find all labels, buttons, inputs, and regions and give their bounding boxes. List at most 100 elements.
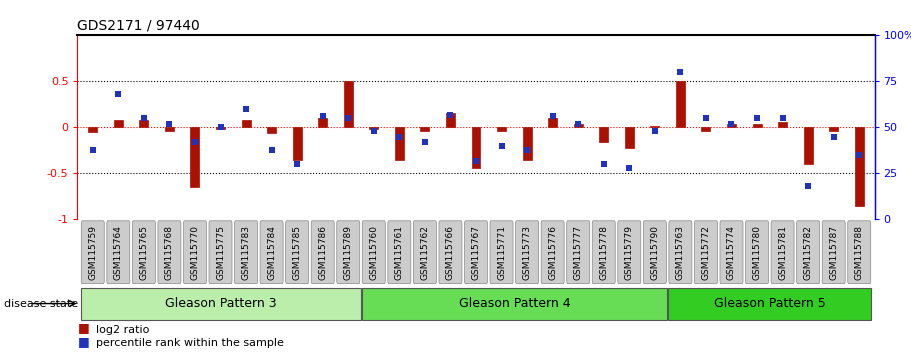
- Bar: [114, 120, 123, 127]
- Text: GSM115774: GSM115774: [727, 225, 736, 280]
- FancyBboxPatch shape: [183, 221, 207, 284]
- Text: GSM115762: GSM115762: [420, 225, 429, 280]
- Point: [699, 115, 713, 121]
- FancyBboxPatch shape: [261, 221, 283, 284]
- FancyBboxPatch shape: [669, 221, 691, 284]
- Bar: [165, 127, 174, 131]
- Point: [648, 128, 662, 134]
- FancyBboxPatch shape: [439, 221, 462, 284]
- Text: GSM115775: GSM115775: [216, 225, 225, 280]
- Bar: [625, 127, 634, 148]
- Text: GSM115765: GSM115765: [139, 225, 148, 280]
- Point: [495, 143, 509, 149]
- Text: GSM115778: GSM115778: [599, 225, 609, 280]
- Text: GSM115788: GSM115788: [855, 225, 864, 280]
- Bar: [855, 127, 864, 206]
- Bar: [139, 120, 148, 127]
- Text: GSM115780: GSM115780: [752, 225, 762, 280]
- FancyBboxPatch shape: [694, 221, 718, 284]
- FancyBboxPatch shape: [668, 287, 872, 320]
- Text: GSM115782: GSM115782: [804, 225, 813, 280]
- Point: [750, 115, 764, 121]
- Point: [264, 147, 279, 152]
- FancyBboxPatch shape: [465, 221, 487, 284]
- Text: GSM115790: GSM115790: [650, 225, 660, 280]
- Point: [443, 112, 457, 118]
- Point: [341, 115, 355, 121]
- Bar: [318, 118, 327, 127]
- FancyBboxPatch shape: [745, 221, 769, 284]
- Text: GSM115785: GSM115785: [292, 225, 302, 280]
- Point: [239, 106, 253, 112]
- Point: [188, 139, 202, 145]
- Bar: [650, 126, 660, 127]
- Point: [469, 158, 484, 164]
- Text: Gleason Pattern 5: Gleason Pattern 5: [714, 297, 825, 310]
- Bar: [446, 113, 455, 127]
- Bar: [523, 127, 531, 160]
- FancyBboxPatch shape: [848, 221, 871, 284]
- FancyBboxPatch shape: [286, 221, 309, 284]
- Text: GSM115781: GSM115781: [778, 225, 787, 280]
- Text: GSM115766: GSM115766: [446, 225, 455, 280]
- FancyBboxPatch shape: [132, 221, 156, 284]
- Bar: [421, 127, 429, 131]
- Bar: [701, 127, 711, 131]
- Text: GSM115772: GSM115772: [701, 225, 711, 280]
- Text: Gleason Pattern 3: Gleason Pattern 3: [165, 297, 276, 310]
- Bar: [472, 127, 480, 168]
- Text: disease state: disease state: [4, 298, 78, 309]
- Text: GSM115764: GSM115764: [114, 225, 123, 280]
- Point: [852, 152, 866, 158]
- FancyBboxPatch shape: [796, 221, 820, 284]
- Point: [775, 115, 790, 121]
- Bar: [829, 127, 838, 131]
- FancyBboxPatch shape: [771, 221, 794, 284]
- Point: [571, 121, 586, 127]
- Point: [162, 121, 177, 127]
- FancyBboxPatch shape: [81, 221, 104, 284]
- Bar: [676, 81, 685, 127]
- Text: Gleason Pattern 4: Gleason Pattern 4: [458, 297, 570, 310]
- FancyBboxPatch shape: [312, 221, 334, 284]
- Point: [137, 115, 151, 121]
- FancyBboxPatch shape: [414, 221, 436, 284]
- Text: GSM115779: GSM115779: [625, 225, 634, 280]
- FancyBboxPatch shape: [823, 221, 845, 284]
- FancyBboxPatch shape: [362, 287, 667, 320]
- Point: [826, 134, 841, 139]
- FancyBboxPatch shape: [618, 221, 640, 284]
- Text: percentile rank within the sample: percentile rank within the sample: [96, 338, 283, 348]
- Point: [392, 134, 406, 139]
- FancyBboxPatch shape: [720, 221, 743, 284]
- Text: GSM115761: GSM115761: [394, 225, 404, 280]
- Text: GSM115777: GSM115777: [574, 225, 583, 280]
- Bar: [752, 124, 762, 127]
- Text: ■: ■: [77, 335, 89, 348]
- Point: [724, 121, 739, 127]
- Point: [546, 114, 560, 119]
- Bar: [292, 127, 302, 160]
- FancyBboxPatch shape: [158, 221, 181, 284]
- Bar: [88, 127, 97, 132]
- Point: [417, 139, 432, 145]
- FancyBboxPatch shape: [592, 221, 615, 284]
- Bar: [343, 81, 353, 127]
- Point: [366, 128, 381, 134]
- Text: GSM115763: GSM115763: [676, 225, 685, 280]
- Bar: [394, 127, 404, 160]
- Point: [801, 183, 815, 189]
- Text: GSM115773: GSM115773: [523, 225, 532, 280]
- Point: [86, 147, 100, 152]
- Text: GSM115789: GSM115789: [343, 225, 353, 280]
- Bar: [804, 127, 813, 164]
- Text: GSM115776: GSM115776: [548, 225, 558, 280]
- Text: GSM115759: GSM115759: [88, 225, 97, 280]
- Point: [111, 91, 126, 97]
- Text: GSM115767: GSM115767: [472, 225, 480, 280]
- Text: GDS2171 / 97440: GDS2171 / 97440: [77, 19, 200, 33]
- Bar: [267, 127, 276, 133]
- Bar: [574, 124, 583, 127]
- Point: [213, 125, 228, 130]
- Point: [622, 165, 637, 171]
